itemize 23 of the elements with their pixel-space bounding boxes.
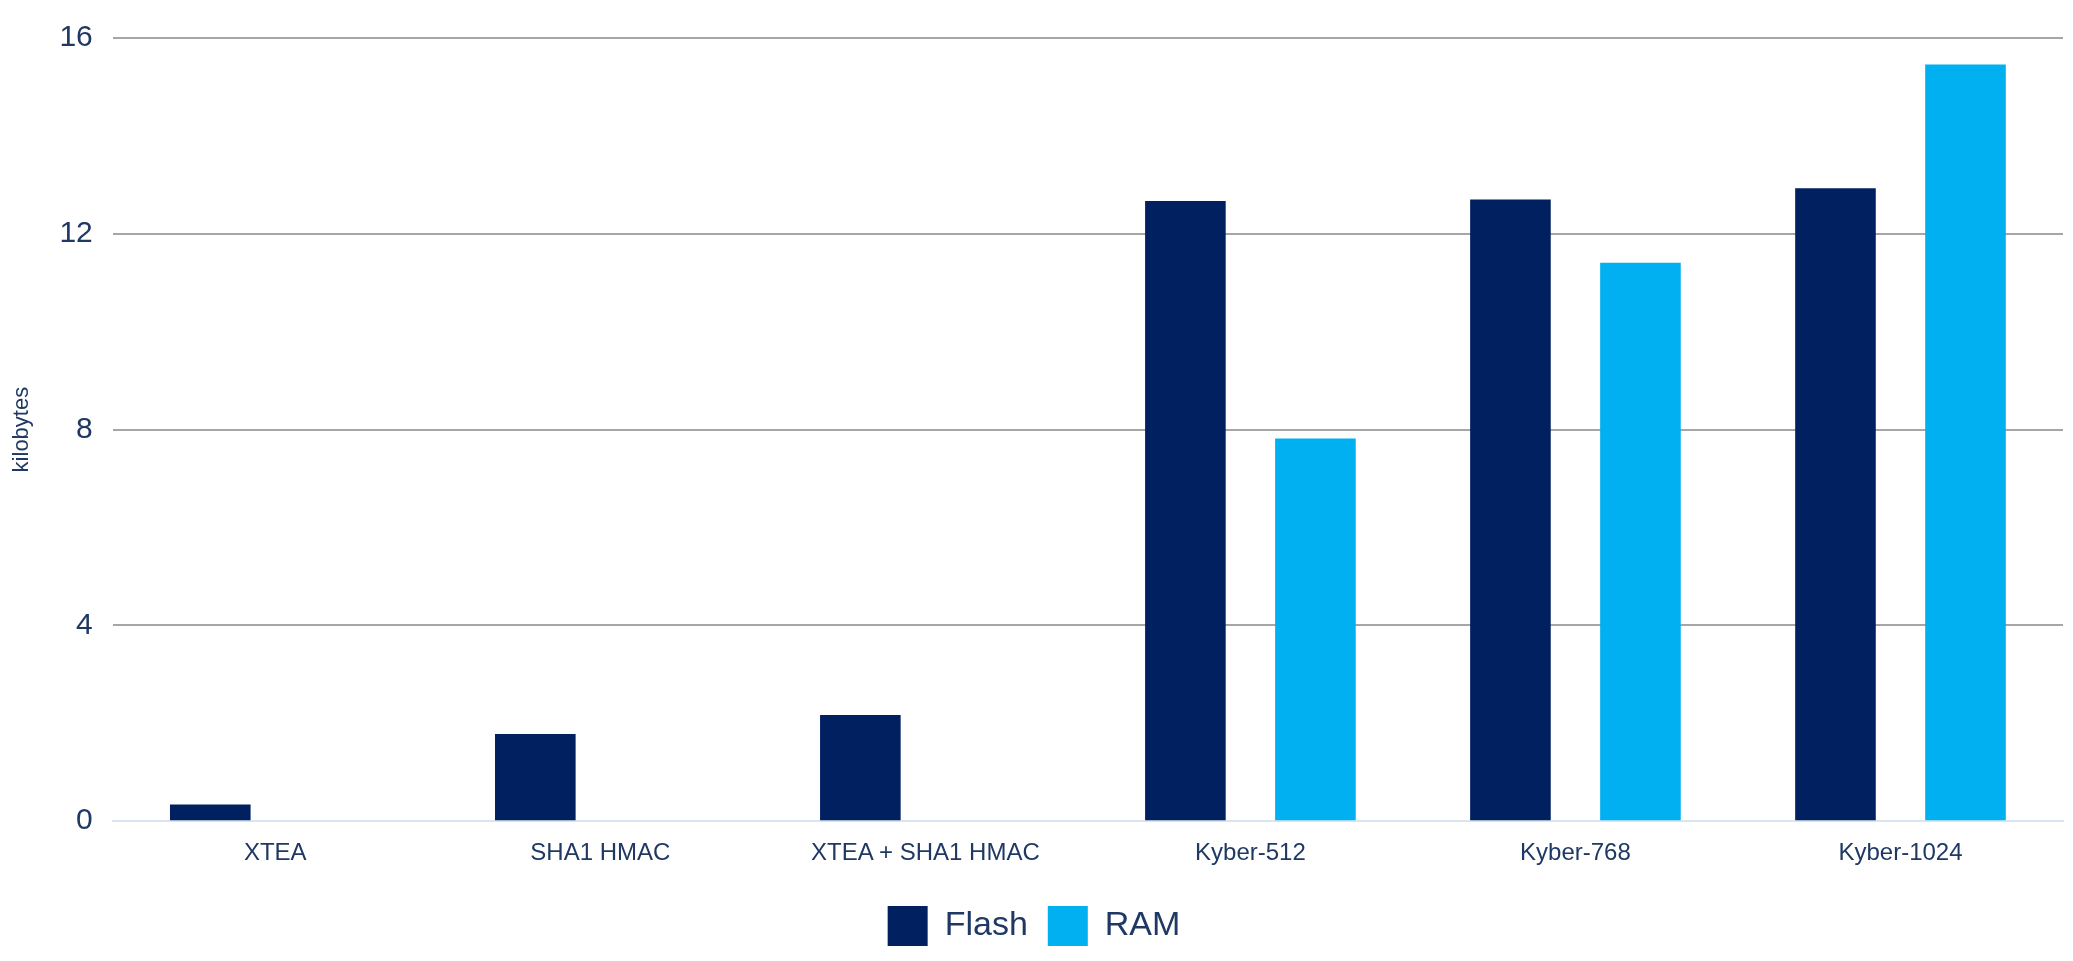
x-tick-label: XTEA [243, 838, 307, 866]
y-tick-label: 16 [59, 19, 93, 53]
legend-label: RAM [1104, 904, 1181, 943]
bar [495, 734, 576, 821]
bar [1275, 438, 1356, 821]
y-tick-label: 12 [59, 215, 93, 249]
x-tick-label: Kyber-768 [1520, 838, 1631, 866]
y-tick-label: 0 [76, 802, 93, 836]
bar [820, 714, 901, 821]
x-tick-label: SHA1 HMAC [530, 838, 671, 866]
x-tick-label: Kyber-512 [1195, 838, 1306, 866]
bar [1470, 199, 1551, 821]
legend-label: Flash [944, 904, 1028, 943]
bar [1925, 64, 2006, 821]
bar [1795, 188, 1876, 821]
y-axis-title: kilobytes [8, 386, 34, 473]
bar [1600, 262, 1681, 821]
bar [1145, 201, 1226, 821]
bar [169, 804, 251, 821]
x-tick-label: XTEA + SHA1 HMAC [810, 838, 1040, 866]
x-tick-label: Kyber-1024 [1838, 838, 1963, 866]
y-tick-label: 8 [76, 410, 93, 444]
y-tick-label: 4 [76, 606, 93, 640]
